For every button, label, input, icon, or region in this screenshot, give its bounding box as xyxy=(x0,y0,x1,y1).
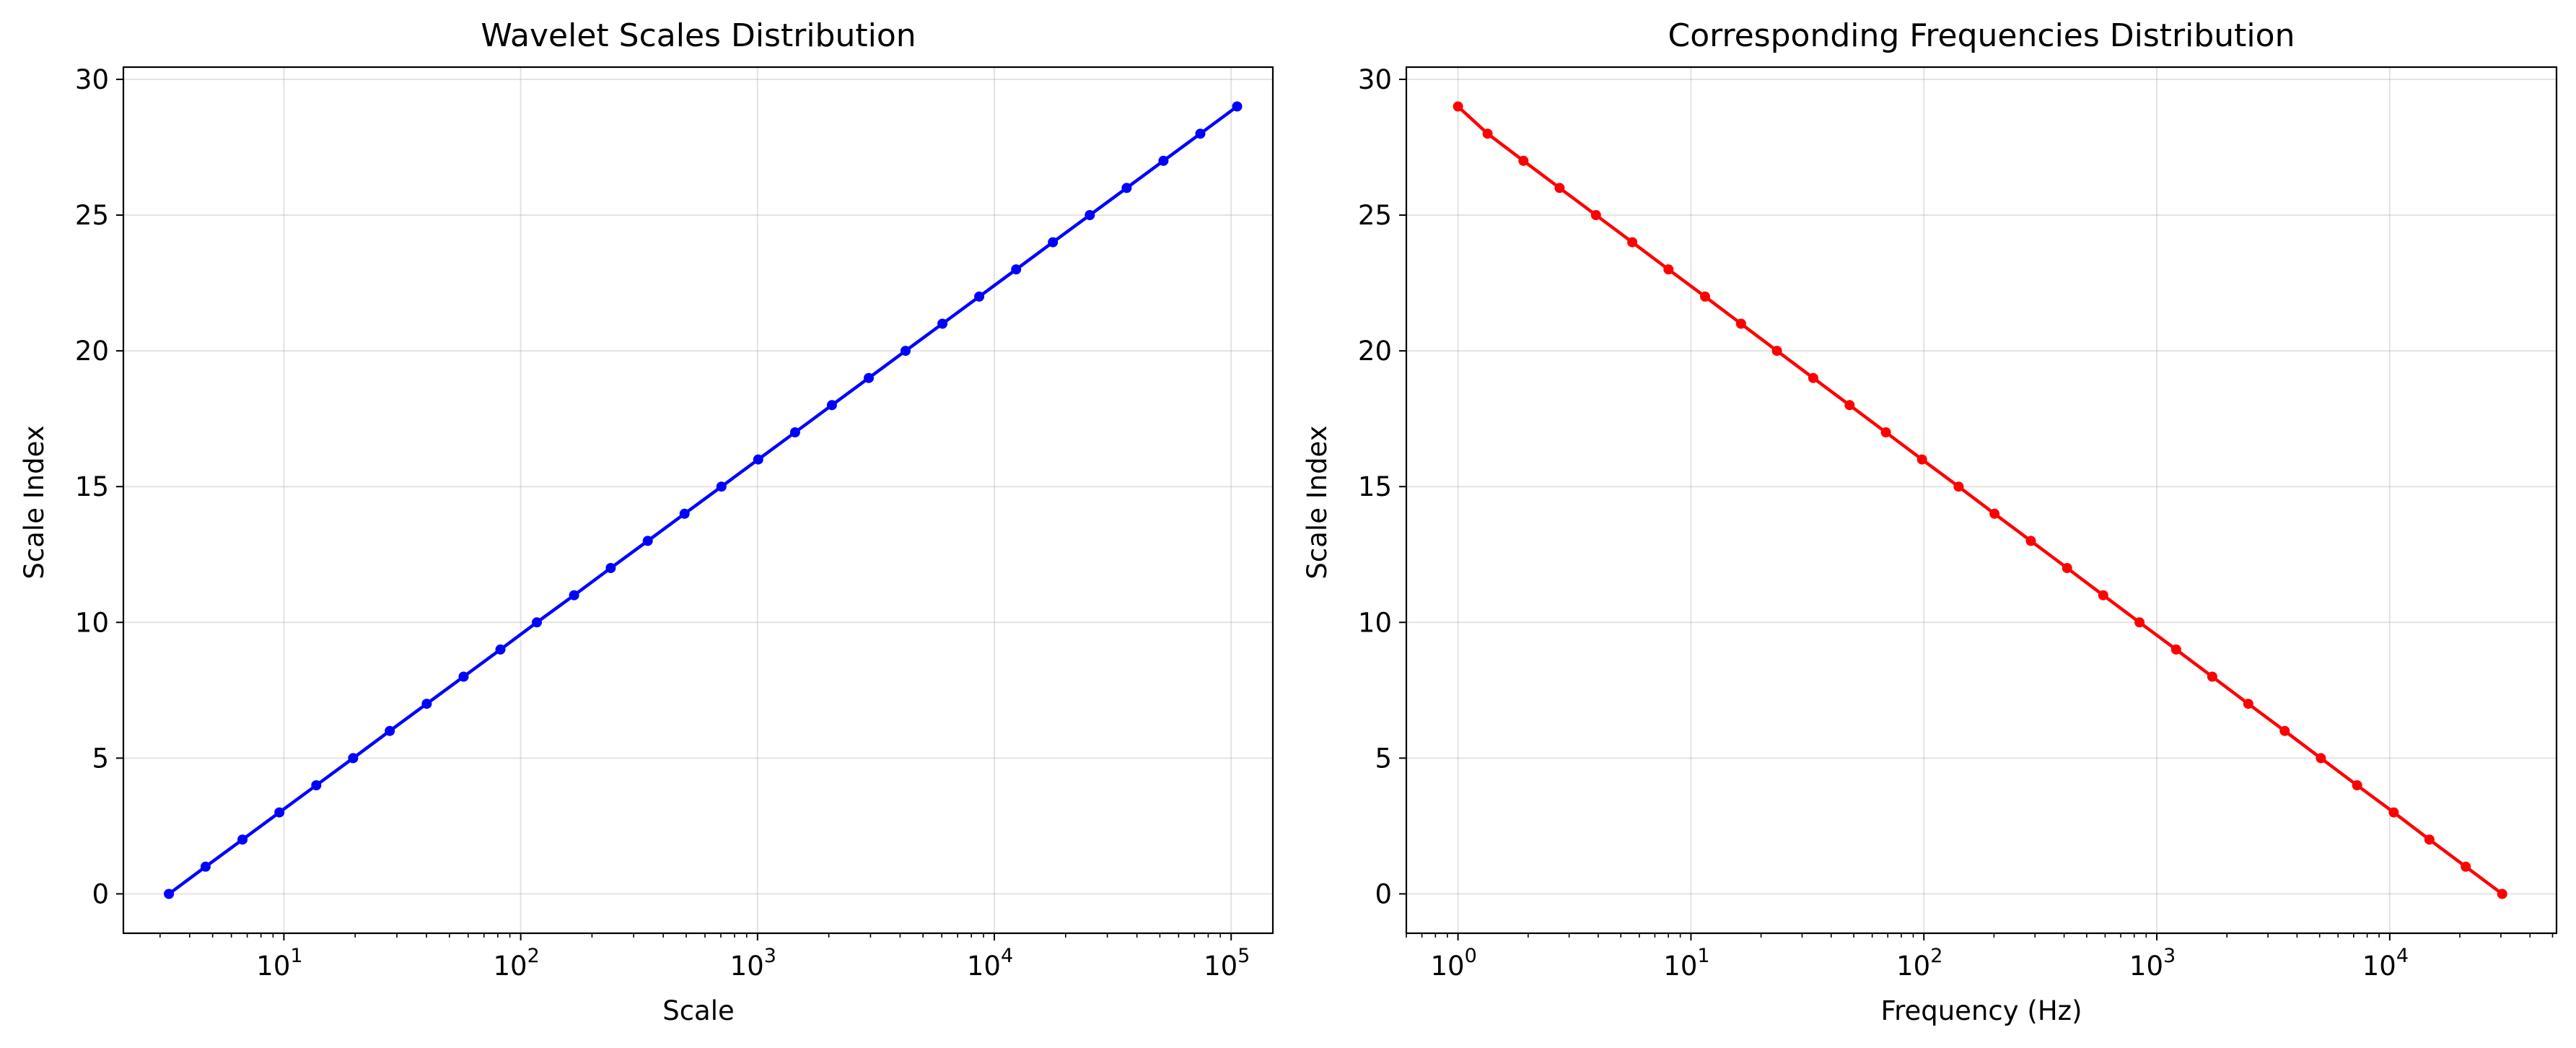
left-data-point xyxy=(495,644,506,655)
right-y-tick-label: 25 xyxy=(1358,200,1392,231)
left-data-point xyxy=(901,346,911,357)
right-data-point xyxy=(2062,563,2072,573)
right-data-point xyxy=(2134,617,2145,628)
left-data-point xyxy=(458,671,469,682)
right-y-tick-label: 20 xyxy=(1358,336,1392,367)
right-y-tick-label: 15 xyxy=(1358,471,1392,502)
left-x-tick-label: 102 xyxy=(493,945,539,982)
left-data-point xyxy=(164,888,175,899)
left-y-tick-label: 15 xyxy=(75,471,109,502)
right-data-point xyxy=(2279,725,2290,736)
right-data-point xyxy=(1663,264,1674,275)
right-y-tick-label: 0 xyxy=(1375,878,1392,909)
left-axes-frame xyxy=(122,66,1274,935)
right-data-point xyxy=(1771,346,1782,357)
right-data-point xyxy=(1989,508,2000,519)
left-data-point xyxy=(679,508,690,519)
right-data-point xyxy=(2207,671,2217,682)
left-data-point xyxy=(974,291,985,302)
right-data-point xyxy=(1808,372,1818,383)
right-x-tick-label: 103 xyxy=(2129,945,2176,982)
right-series-line xyxy=(1457,105,2504,896)
left-data-point xyxy=(1158,155,1169,166)
right-data-point xyxy=(1627,237,1638,248)
left-y-tick-label: 0 xyxy=(92,878,109,909)
right-data-point xyxy=(1844,400,1855,411)
right-data-point xyxy=(2316,753,2326,764)
right-data-point xyxy=(1735,318,1746,329)
right-data-point xyxy=(2424,834,2435,845)
right-data-point xyxy=(2025,536,2036,546)
right-data-point xyxy=(1953,481,1964,492)
left-data-point xyxy=(274,807,285,818)
left-data-point xyxy=(421,699,432,709)
right-chart-panel: Corresponding Frequencies Distribution F… xyxy=(1302,17,2558,1026)
right-x-tick-label: 100 xyxy=(1430,945,1476,982)
right-x-tick-label: 101 xyxy=(1663,945,1709,982)
right-data-point xyxy=(1453,101,1463,112)
left-data-point xyxy=(826,400,837,411)
left-data-point xyxy=(1195,128,1206,139)
left-plot-area xyxy=(123,67,1273,933)
left-chart-panel: Wavelet Scales Distribution Scale Scale … xyxy=(19,17,1274,1026)
left-data-point xyxy=(569,590,579,601)
left-data-point xyxy=(1048,237,1059,248)
right-chart-title: Corresponding Frequencies Distribution xyxy=(1668,17,2295,54)
right-data-point xyxy=(1700,291,1710,302)
left-chart-title: Wavelet Scales Distribution xyxy=(481,17,916,54)
right-data-point xyxy=(1518,155,1529,166)
left-data-point xyxy=(200,861,211,872)
left-data-point xyxy=(1232,101,1243,112)
left-data-point xyxy=(532,617,542,628)
left-x-tick-label: 101 xyxy=(256,945,302,982)
left-x-tick-label: 105 xyxy=(1204,945,1250,982)
left-data-point xyxy=(1011,264,1022,275)
left-x-tick-label: 104 xyxy=(967,945,1013,982)
left-y-tick-label: 25 xyxy=(75,200,109,231)
left-data-point xyxy=(311,780,322,790)
right-axes-frame xyxy=(1405,66,2558,935)
left-series-line xyxy=(167,105,1238,896)
right-data-point xyxy=(2388,807,2399,818)
left-data-point xyxy=(237,834,248,845)
right-data-point xyxy=(2243,699,2253,709)
right-y-tick-label: 5 xyxy=(1375,743,1392,774)
left-data-point xyxy=(1121,183,1132,193)
right-data-point xyxy=(2352,780,2362,790)
left-data-point xyxy=(937,318,948,329)
left-x-tick-label: 103 xyxy=(730,945,776,982)
right-data-point xyxy=(1590,210,1601,220)
right-y-tick-label: 10 xyxy=(1358,607,1392,638)
left-data-point xyxy=(753,454,763,465)
right-x-tick-label: 104 xyxy=(2362,945,2409,982)
left-data-point xyxy=(348,753,359,764)
left-x-axis-label: Scale xyxy=(662,995,735,1026)
right-data-point xyxy=(1554,183,1565,193)
left-data-point xyxy=(642,536,653,546)
right-x-axis-label: Frequency (Hz) xyxy=(1880,995,2082,1026)
left-data-point xyxy=(1085,210,1095,220)
right-data-point xyxy=(1880,427,1891,437)
right-data-point xyxy=(1916,454,1927,465)
left-data-point xyxy=(716,481,727,492)
right-data-point xyxy=(2170,644,2181,655)
right-data-point xyxy=(2497,888,2507,899)
right-y-axis-label: Scale Index xyxy=(1302,425,1333,579)
left-y-axis-label: Scale Index xyxy=(19,425,50,579)
right-x-tick-label: 102 xyxy=(1896,945,1942,982)
left-y-tick-label: 30 xyxy=(75,64,109,95)
left-y-tick-label: 20 xyxy=(75,336,109,367)
right-data-point xyxy=(2461,861,2471,872)
right-data-point xyxy=(1482,128,1493,139)
left-data-point xyxy=(864,372,874,383)
left-y-tick-label: 5 xyxy=(92,743,109,774)
left-data-point xyxy=(605,563,616,573)
right-data-point xyxy=(2098,590,2108,601)
right-y-tick-label: 30 xyxy=(1358,64,1392,95)
left-data-point xyxy=(385,725,395,736)
left-data-point xyxy=(789,427,800,437)
left-y-tick-label: 10 xyxy=(75,607,109,638)
